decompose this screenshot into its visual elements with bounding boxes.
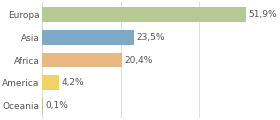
- Bar: [42, 30, 134, 45]
- Bar: [42, 7, 246, 22]
- Text: 0,1%: 0,1%: [45, 101, 68, 110]
- Bar: [42, 98, 43, 113]
- Text: 20,4%: 20,4%: [125, 55, 153, 65]
- Bar: [42, 53, 122, 67]
- Bar: [42, 75, 59, 90]
- Text: 23,5%: 23,5%: [137, 33, 165, 42]
- Text: 51,9%: 51,9%: [248, 10, 277, 19]
- Text: 4,2%: 4,2%: [61, 78, 84, 87]
